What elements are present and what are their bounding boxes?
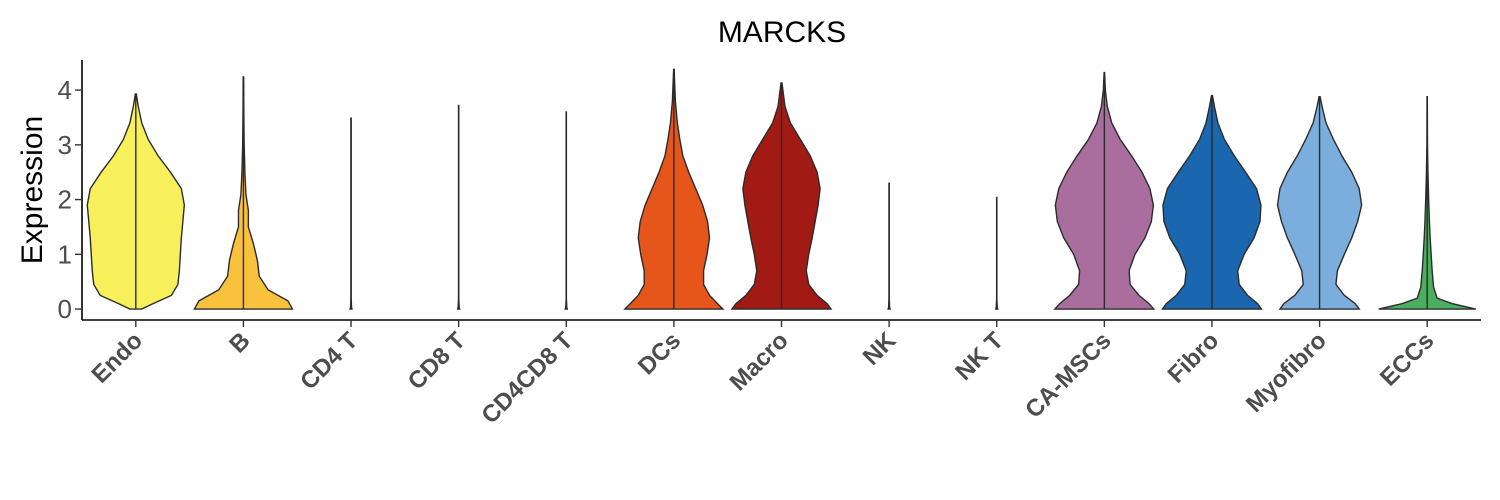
x-tick-label: Myofibro — [1241, 327, 1332, 418]
x-tick-label: Endo — [87, 327, 149, 389]
y-tick-label: 4 — [58, 75, 72, 105]
x-tick-label: ECCs — [1375, 327, 1439, 391]
y-tick-label: 2 — [58, 185, 72, 215]
x-tick-label: B — [224, 327, 255, 358]
x-tick-label: NK — [858, 327, 902, 371]
chart-title: MARCKS — [718, 16, 846, 49]
x-tick-label: CD4 T — [295, 327, 363, 395]
y-tick-label: 3 — [58, 130, 72, 160]
x-ticks: Endo B CD4 T CD8 T CD4CD8 T DCs Macro NK NK T CA-… — [87, 320, 1439, 429]
x-tick-label: CD4CD8 T — [476, 327, 578, 429]
violin-group — [86, 68, 1476, 310]
x-tick-label: DCs — [633, 327, 686, 380]
x-tick-label: Macro — [725, 327, 794, 396]
y-tick-label: 1 — [58, 239, 72, 269]
x-tick-label: NK T — [950, 327, 1009, 386]
x-tick-label: CD8 T — [403, 327, 471, 395]
y-ticks: 0 1 2 3 4 — [58, 75, 82, 324]
y-tick-label: 0 — [58, 294, 72, 324]
x-tick-label: CA-MSCs — [1020, 327, 1116, 423]
x-tick-label: Fibro — [1163, 327, 1225, 389]
y-axis-label: Expression — [16, 116, 49, 264]
